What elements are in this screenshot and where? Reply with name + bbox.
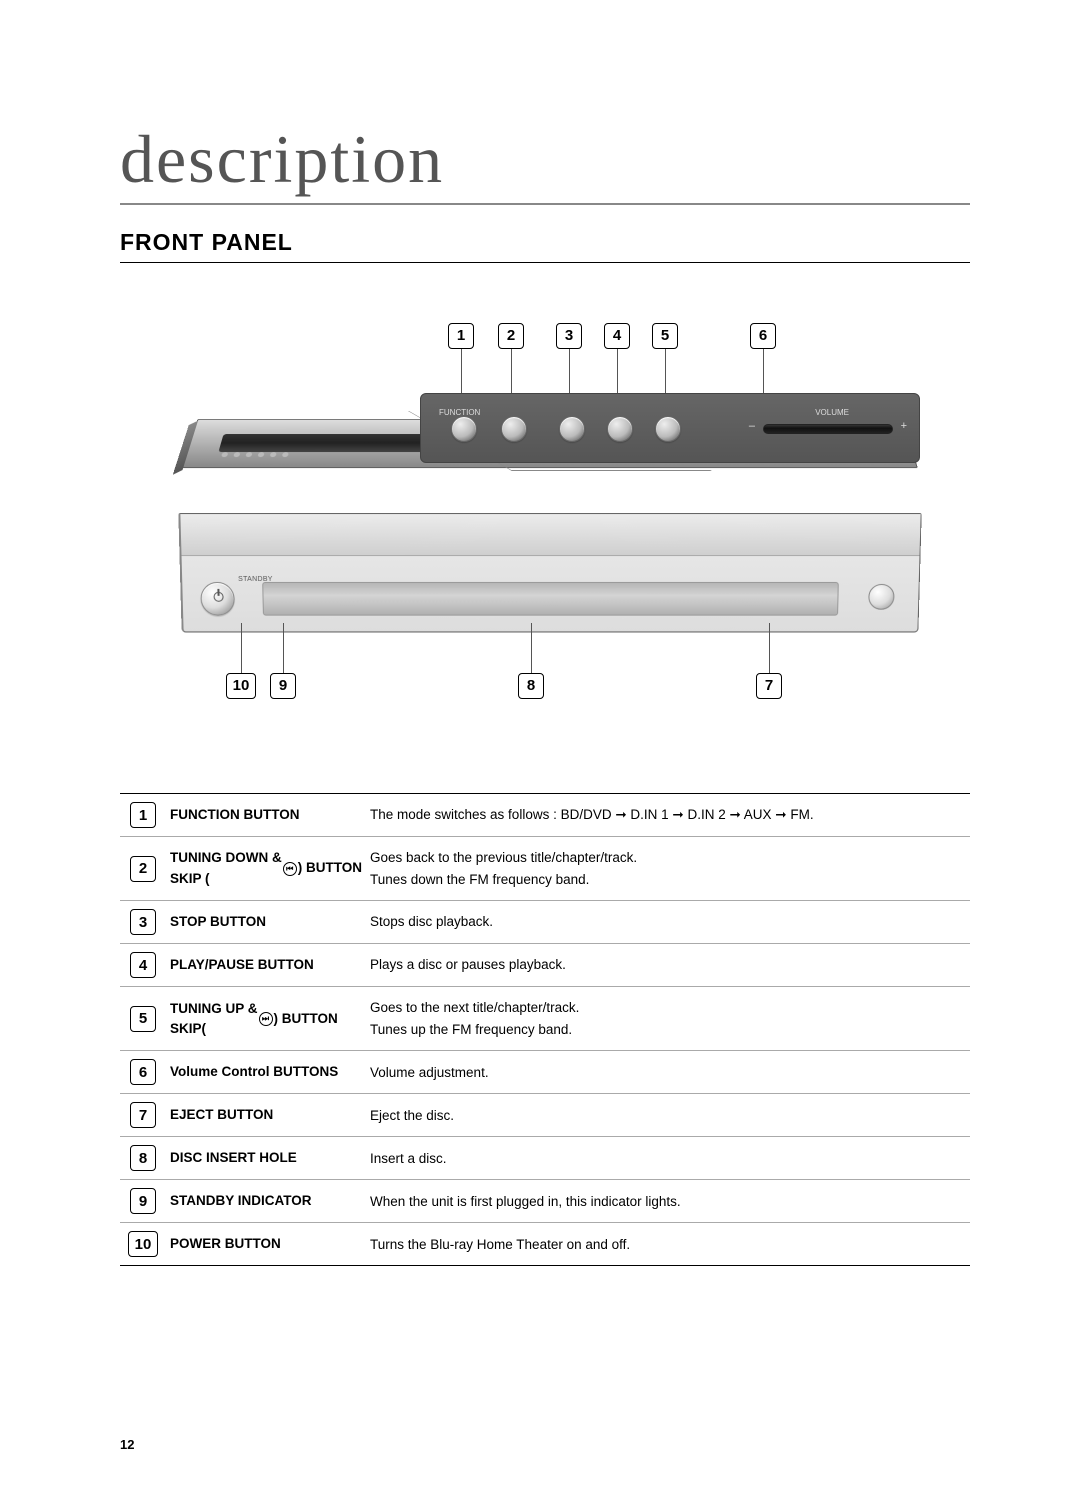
row-number-cell: 1	[120, 794, 166, 836]
row-description: Goes back to the previous title/chapter/…	[366, 837, 970, 900]
row-number: 2	[130, 856, 156, 882]
row-label: PLAY/PAUSE BUTTON	[166, 944, 366, 986]
row-description: When the unit is first plugged in, this …	[366, 1180, 970, 1222]
callout-3: 3	[556, 323, 582, 349]
table-row: 8 DISC INSERT HOLEInsert a disc.	[120, 1136, 970, 1179]
table-row: 1 FUNCTION BUTTONThe mode switches as fol…	[120, 794, 970, 836]
eject-button	[868, 584, 895, 610]
row-label: POWER BUTTON	[166, 1223, 366, 1265]
row-number-cell: 10	[120, 1223, 166, 1265]
page-title: description	[120, 120, 970, 205]
row-number-cell: 6	[120, 1051, 166, 1093]
table-row: 5 TUNING UP &SKIP(⏭) BUTTONGoes to the ne…	[120, 986, 970, 1050]
volume-bar	[763, 424, 893, 434]
row-number-cell: 4	[120, 944, 166, 986]
row-label: TUNING UP &SKIP(⏭) BUTTON	[166, 987, 366, 1050]
row-number: 8	[130, 1145, 156, 1171]
row-label: EJECT BUTTON	[166, 1094, 366, 1136]
table-row: 6 Volume Control BUTTONSVolume adjustment…	[120, 1050, 970, 1093]
row-description: Turns the Blu-ray Home Theater on and of…	[366, 1223, 970, 1265]
row-number: 1	[130, 802, 156, 828]
row-number: 10	[128, 1231, 158, 1257]
row-number-cell: 9	[120, 1180, 166, 1222]
callout-2: 2	[498, 323, 524, 349]
table-row: 9 STANDBY INDICATORWhen the unit is first…	[120, 1179, 970, 1222]
volume-minus-icon: –	[749, 420, 755, 432]
row-description: Goes to the next title/chapter/track.Tun…	[366, 987, 970, 1050]
row-label: STOP BUTTON	[166, 901, 366, 943]
magnified-control-panel: FUNCTION VOLUME – +	[420, 393, 920, 463]
row-label: DISC INSERT HOLE	[166, 1137, 366, 1179]
row-label: FUNCTION BUTTON	[166, 794, 366, 836]
row-number-cell: 3	[120, 901, 166, 943]
callout-4: 4	[604, 323, 630, 349]
device-front-view: STANDBY	[178, 513, 921, 632]
callout-line	[769, 623, 770, 673]
table-row: 4 PLAY/PAUSE BUTTONPlays a disc or pauses…	[120, 943, 970, 986]
volume-plus-icon: +	[901, 420, 907, 432]
front-panel-spec-table: 1 FUNCTION BUTTONThe mode switches as fol…	[120, 793, 970, 1266]
row-description: Volume adjustment.	[366, 1051, 970, 1093]
section-heading: FRONT PANEL	[120, 229, 970, 263]
row-number: 7	[130, 1102, 156, 1128]
callout-line	[241, 623, 242, 673]
front-panel-diagram: 12 345 6 FUNCTION VOLUME – + STANDBY	[120, 303, 970, 743]
front-top-strip	[180, 514, 920, 556]
panel-button-3	[559, 416, 585, 442]
row-number-cell: 8	[120, 1137, 166, 1179]
callout-5: 5	[652, 323, 678, 349]
table-row: 10 POWER BUTTONTurns the Blu-ray Home The…	[120, 1222, 970, 1265]
volume-label: VOLUME	[815, 408, 849, 417]
row-description: The mode switches as follows : BD/DVD ➞ …	[366, 794, 970, 836]
callout-6: 6	[750, 323, 776, 349]
row-number: 4	[130, 952, 156, 978]
panel-button-2	[501, 416, 527, 442]
row-label: STANDBY INDICATOR	[166, 1180, 366, 1222]
panel-button-5	[655, 416, 681, 442]
panel-button-1	[451, 416, 477, 442]
callout-10: 10	[226, 673, 256, 699]
row-label: TUNING DOWN &SKIP ( ⏮ ) BUTTON	[166, 837, 366, 900]
callout-9: 9	[270, 673, 296, 699]
callout-8: 8	[518, 673, 544, 699]
callout-line	[283, 623, 284, 673]
row-description: Insert a disc.	[366, 1137, 970, 1179]
callout-7: 7	[756, 673, 782, 699]
table-row: 2 TUNING DOWN &SKIP ( ⏮ ) BUTTONGoes back…	[120, 836, 970, 900]
row-number: 6	[130, 1059, 156, 1085]
row-description: Stops disc playback.	[366, 901, 970, 943]
callout-line	[531, 623, 532, 673]
page-number: 12	[120, 1437, 134, 1452]
panel-button-4	[607, 416, 633, 442]
row-number-cell: 7	[120, 1094, 166, 1136]
row-number: 5	[130, 1006, 156, 1032]
row-description: Plays a disc or pauses playback.	[366, 944, 970, 986]
row-description: Eject the disc.	[366, 1094, 970, 1136]
table-row: 7 EJECT BUTTONEject the disc.	[120, 1093, 970, 1136]
power-icon	[213, 592, 223, 602]
row-number: 3	[130, 909, 156, 935]
table-row: 3 STOP BUTTONStops disc playback.	[120, 900, 970, 943]
row-number: 9	[130, 1188, 156, 1214]
row-label: Volume Control BUTTONS	[166, 1051, 366, 1093]
callout-1: 1	[448, 323, 474, 349]
disc-insert-slot	[262, 582, 839, 616]
row-number-cell: 2	[120, 837, 166, 900]
power-button	[200, 582, 235, 616]
row-number-cell: 5	[120, 987, 166, 1050]
